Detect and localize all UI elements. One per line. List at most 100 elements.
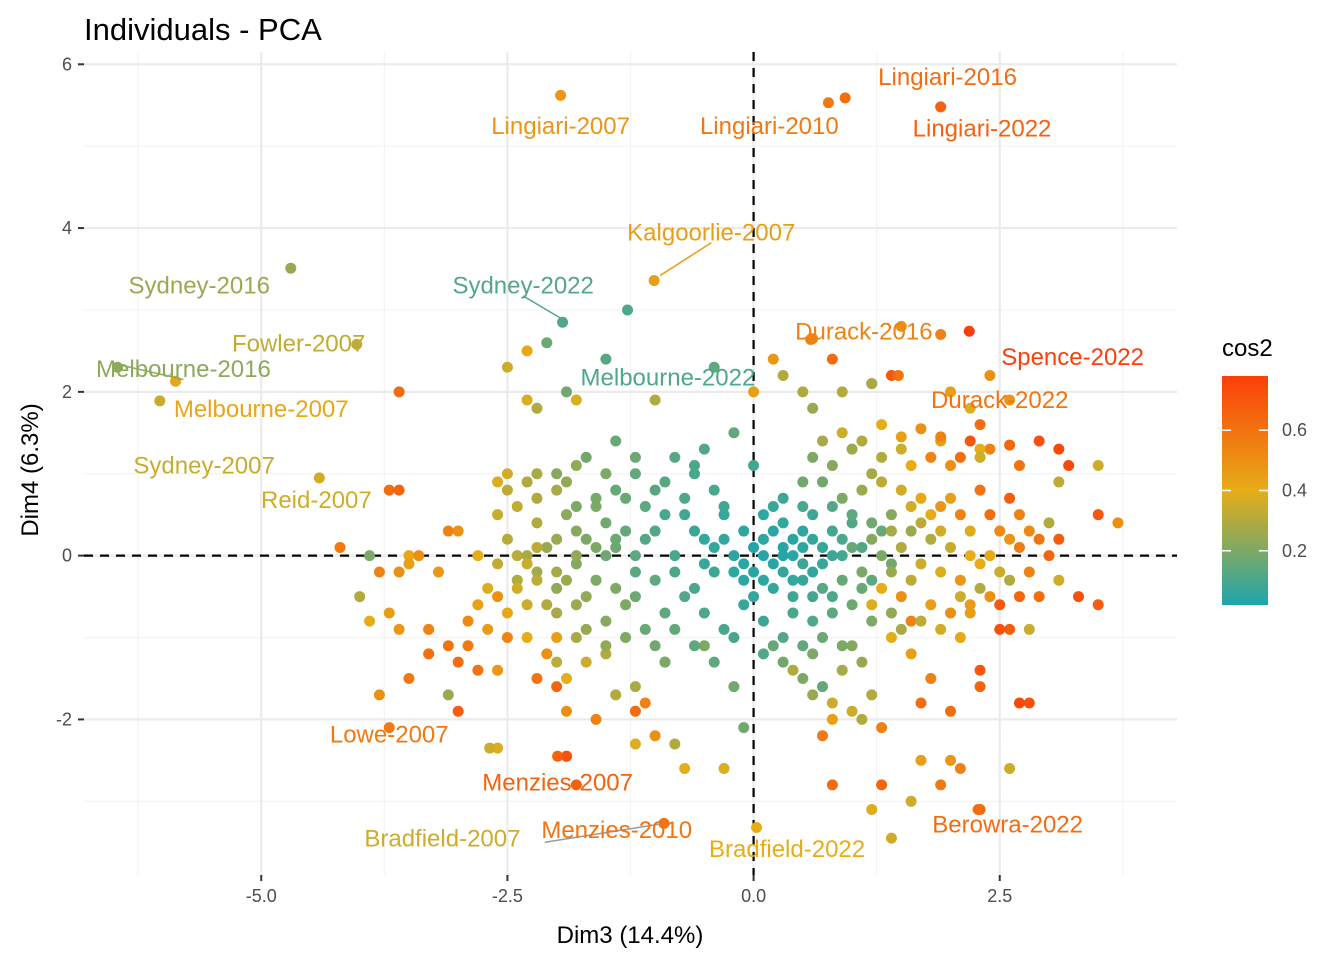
data-point <box>1053 476 1065 488</box>
data-point <box>462 615 474 627</box>
data-point <box>560 476 572 488</box>
data-point <box>718 623 730 635</box>
data-point <box>570 632 582 644</box>
data-point <box>521 345 533 357</box>
data-point <box>413 550 425 562</box>
data-point <box>1092 509 1104 521</box>
data-point <box>974 582 986 594</box>
data-point <box>954 632 966 644</box>
data-point <box>600 615 612 627</box>
data-point <box>945 492 957 504</box>
data-point <box>797 640 809 652</box>
data-point <box>383 484 395 496</box>
data-point <box>974 664 986 676</box>
data-point <box>620 599 632 611</box>
data-point <box>501 533 513 545</box>
data-point <box>945 607 957 619</box>
legend-ticks: 0.2 0.4 0.6 <box>1222 420 1307 561</box>
data-point <box>679 492 691 504</box>
data-point <box>551 681 563 693</box>
data-point <box>728 566 740 578</box>
data-point <box>689 582 701 594</box>
data-point <box>1004 623 1016 635</box>
point-label: Bradfield-2007 <box>364 825 520 852</box>
data-point <box>892 369 904 381</box>
x-tick-label: -2.5 <box>492 886 523 906</box>
data-point <box>521 394 533 406</box>
y-tick-label: 2 <box>62 382 72 402</box>
data-point <box>154 395 166 407</box>
data-point <box>954 509 966 521</box>
data-point <box>885 607 897 619</box>
data-point <box>954 763 966 775</box>
data-point <box>492 558 504 570</box>
data-point <box>757 533 769 545</box>
data-point <box>698 443 710 455</box>
data-point <box>1004 533 1016 545</box>
data-point <box>777 632 789 644</box>
data-point <box>738 558 750 570</box>
data-point <box>551 632 563 644</box>
data-point <box>1043 517 1055 529</box>
point-label: Durack-2016 <box>795 318 932 345</box>
data-point <box>1033 533 1045 545</box>
data-point <box>501 468 513 480</box>
data-point <box>885 632 897 644</box>
data-point <box>748 460 760 472</box>
data-point <box>885 832 897 844</box>
data-point <box>777 541 789 553</box>
data-point <box>511 500 523 512</box>
data-point <box>846 443 858 455</box>
data-point <box>1033 591 1045 603</box>
data-point <box>787 607 799 619</box>
data-point <box>1053 533 1065 545</box>
data-point <box>1023 697 1035 709</box>
data-point <box>501 361 513 373</box>
point-label: Sydney-2016 <box>128 273 269 300</box>
data-point <box>866 517 878 529</box>
data-point <box>757 550 769 562</box>
data-point <box>974 419 986 431</box>
label-connector <box>544 822 665 843</box>
label-connector <box>522 295 561 319</box>
data-point <box>649 574 661 586</box>
point-label: Menzies-2010 <box>541 817 692 844</box>
data-point <box>866 574 878 586</box>
data-point <box>629 591 641 603</box>
data-point <box>905 500 917 512</box>
data-point <box>836 664 848 676</box>
data-point <box>964 435 976 447</box>
data-point <box>659 656 671 668</box>
chart-title: Individuals - PCA <box>84 12 322 47</box>
data-point <box>876 451 888 463</box>
data-point <box>885 509 897 521</box>
data-point <box>492 742 504 754</box>
data-point <box>708 484 720 496</box>
data-point <box>531 492 543 504</box>
data-point <box>738 574 750 586</box>
data-point <box>393 386 405 398</box>
data-point <box>472 599 484 611</box>
data-point <box>373 689 385 701</box>
data-point <box>551 607 563 619</box>
data-point <box>551 582 563 594</box>
x-tick-label: 2.5 <box>987 886 1012 906</box>
data-point <box>935 525 947 537</box>
point-label: Lingiari-2022 <box>913 115 1052 142</box>
data-point <box>797 574 809 586</box>
data-point <box>639 500 651 512</box>
data-point <box>807 615 819 627</box>
data-point <box>1053 443 1065 455</box>
data-point <box>777 369 789 381</box>
data-point <box>600 640 612 652</box>
data-point <box>364 615 376 627</box>
data-point <box>905 795 917 807</box>
axes: -5.0 -2.5 0.0 2.5 -2 0 2 4 6 <box>56 54 1012 906</box>
data-point <box>807 402 819 414</box>
data-point <box>797 672 809 684</box>
data-point <box>817 435 829 447</box>
data-point <box>767 353 779 365</box>
point-label: Sydney-2007 <box>133 453 274 480</box>
data-point <box>807 689 819 701</box>
data-point <box>777 550 789 562</box>
